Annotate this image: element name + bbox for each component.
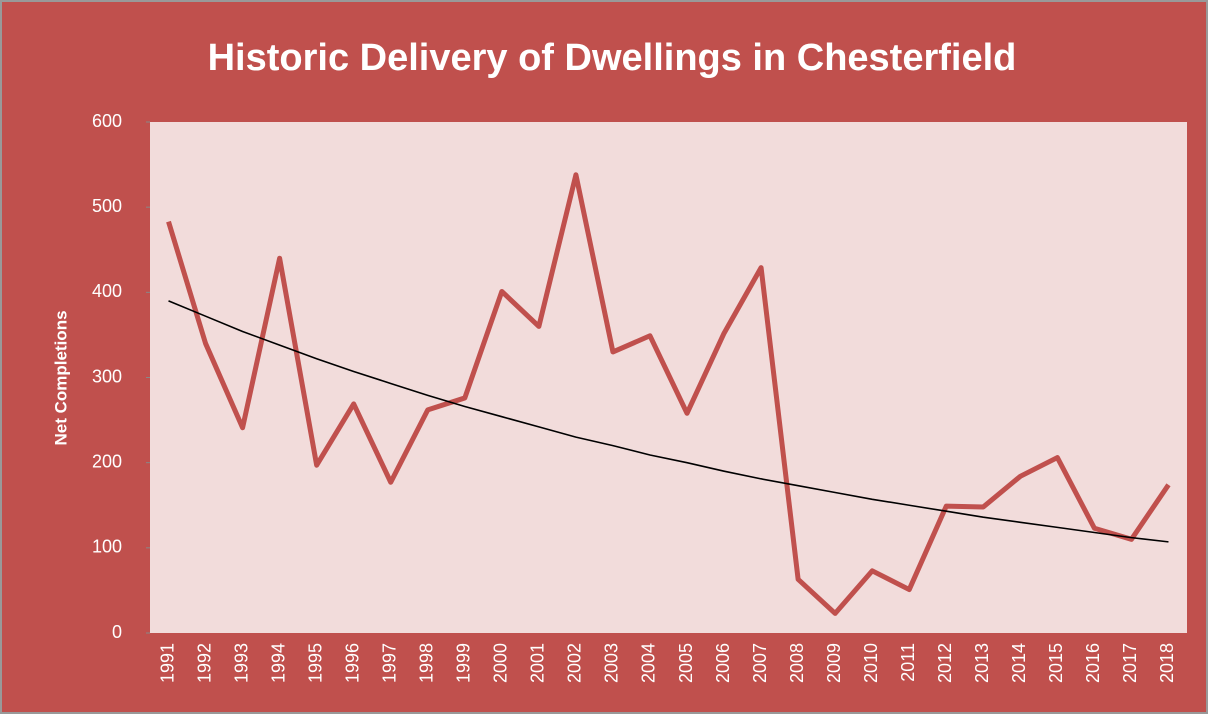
x-tick-label: 2002 [565, 643, 585, 683]
x-tick-label: 1995 [305, 643, 325, 683]
data-line [166, 172, 1171, 616]
y-tick-label: 400 [92, 281, 122, 301]
x-tick-label: 2015 [1046, 643, 1066, 683]
chart-title: Historic Delivery of Dwellings in Cheste… [208, 37, 1017, 79]
x-tick-label: 1999 [454, 643, 474, 683]
x-tick-label: 1997 [379, 643, 399, 683]
x-tick-label: 2010 [861, 643, 881, 683]
x-tick-label: 2012 [935, 643, 955, 683]
x-tick-label: 2011 [898, 643, 918, 682]
x-tick-label: 2004 [639, 643, 659, 683]
x-tick-label: 2005 [676, 643, 696, 683]
y-tick-label: 100 [92, 537, 122, 557]
x-tick-label: 2006 [713, 643, 733, 683]
x-tick-label: 1998 [417, 643, 437, 683]
x-tick-label: 1994 [268, 643, 288, 683]
x-tick-label: 1993 [231, 643, 251, 683]
y-tick-label: 500 [92, 196, 122, 216]
y-tick-label: 600 [92, 111, 122, 131]
x-tick-label: 2013 [972, 643, 992, 683]
x-tick-label: 2017 [1120, 643, 1140, 683]
trend-line [168, 300, 1169, 543]
x-tick-label: 2016 [1083, 643, 1103, 683]
y-tick-label: 0 [112, 622, 122, 642]
x-tick-label: 2009 [824, 643, 844, 683]
y-tick-label: 200 [92, 451, 122, 471]
x-tick-label: 2001 [528, 643, 548, 683]
x-tick-label: 1991 [157, 643, 177, 683]
x-tick-label: 2018 [1157, 643, 1177, 683]
x-tick-label: 2000 [491, 643, 511, 683]
x-tick-label: 1992 [194, 643, 214, 683]
x-tick-label: 2014 [1009, 643, 1029, 683]
x-tick-label: 2007 [750, 643, 770, 683]
x-tick-label: 2003 [602, 643, 622, 683]
x-tick-label: 2008 [787, 643, 807, 683]
y-axis-label: Net Completions [51, 310, 70, 445]
y-tick-label: 300 [92, 366, 122, 386]
x-tick-label: 1996 [342, 643, 362, 683]
